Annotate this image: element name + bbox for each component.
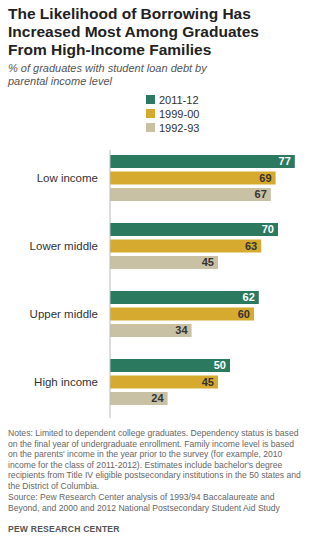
category-label: Lower middle	[30, 240, 98, 252]
data-label: 69	[259, 172, 271, 184]
bar	[110, 308, 254, 321]
credit: PEW RESEARCH CENTER	[8, 524, 303, 535]
bar	[110, 324, 192, 337]
data-label: 63	[245, 240, 257, 252]
legend-label: 2011-12	[159, 94, 199, 106]
legend-label: 1992-93	[159, 122, 199, 134]
data-label: 62	[243, 291, 255, 303]
bar	[110, 376, 218, 389]
axis-line	[110, 150, 111, 418]
subtitle: % of graduates with student loan debt by…	[8, 62, 248, 88]
category-label: Low income	[37, 172, 98, 184]
source: Source: Pew Research Center analysis of …	[8, 492, 303, 513]
bar	[110, 359, 230, 372]
data-label: 60	[238, 308, 250, 320]
bar	[110, 392, 168, 405]
notes: Notes: Limited to dependent college grad…	[8, 428, 303, 492]
title: The Likelihood of Borrowing Has Increase…	[8, 5, 298, 59]
category-label: High income	[34, 376, 98, 388]
bar	[110, 172, 276, 185]
legend-label: 1999-00	[159, 108, 199, 120]
data-label: 67	[255, 188, 267, 200]
data-label: 34	[175, 324, 188, 336]
category-label: Upper middle	[30, 308, 98, 320]
data-label: 77	[279, 155, 291, 167]
bar	[110, 223, 278, 236]
category-labels: Low income Lower middle Upper middle High i…	[30, 172, 98, 388]
legend-swatch	[146, 123, 155, 132]
legend: 2011-12 1999-00 1992-93	[146, 94, 199, 134]
bar	[110, 240, 261, 253]
bar	[110, 256, 218, 269]
data-label: 70	[262, 223, 274, 235]
data-label: 50	[214, 359, 226, 371]
legend-swatch	[146, 109, 155, 118]
bar	[110, 155, 295, 168]
legend-swatch	[146, 95, 155, 104]
bars	[110, 155, 295, 405]
bar	[110, 188, 271, 201]
data-label: 45	[202, 256, 214, 268]
data-labels: 776967706345626034504524	[151, 155, 290, 404]
data-label: 45	[202, 376, 214, 388]
data-label: 24	[151, 392, 164, 404]
bar	[110, 291, 259, 304]
